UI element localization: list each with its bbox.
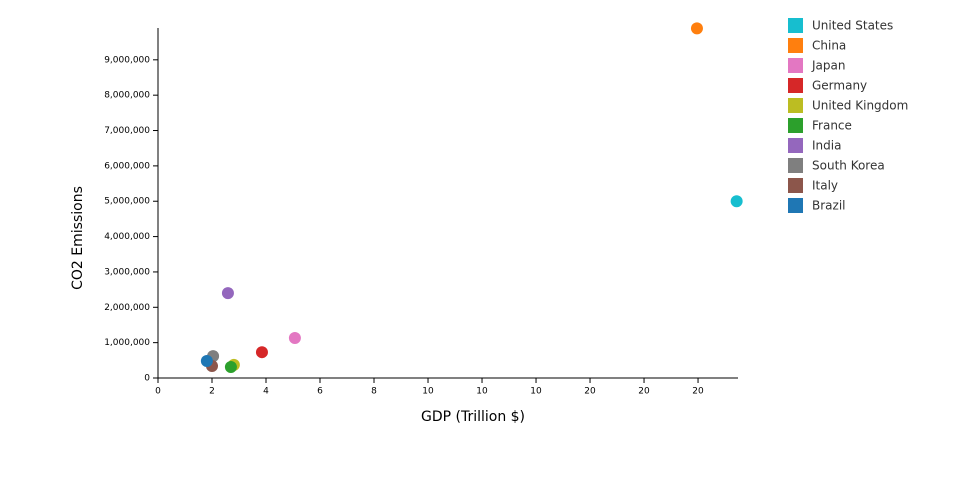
point — [730, 195, 743, 208]
y-tick-label: 0 — [144, 374, 150, 384]
x-tick-label: 4 — [263, 387, 269, 397]
x-tick-label: 10 — [530, 387, 542, 397]
x-tick-label: 0 — [155, 387, 161, 397]
x-tick-label: 20 — [584, 387, 596, 397]
point — [288, 332, 301, 345]
legend-label: South Korea — [812, 159, 885, 173]
legend-swatch — [788, 198, 803, 213]
legend-label: United States — [812, 19, 893, 33]
y-tick-label: 4,000,000 — [104, 232, 150, 242]
point — [255, 346, 268, 359]
legend-swatch — [788, 78, 803, 93]
y-tick-label: 6,000,000 — [104, 161, 150, 171]
legend-label: United Kingdom — [812, 99, 908, 113]
legend-label: India — [812, 139, 841, 153]
x-tick-label: 2 — [209, 387, 215, 397]
legend-label: Japan — [811, 59, 845, 73]
legend-swatch — [788, 138, 803, 153]
y-tick-label: 7,000,000 — [104, 126, 150, 136]
x-axis-label: GDP (Trillion $) — [421, 409, 525, 425]
y-axis-label: CO2 Emissions — [70, 186, 86, 290]
legend-swatch — [788, 98, 803, 113]
legend-label: Italy — [812, 179, 838, 193]
legend-swatch — [788, 18, 803, 33]
legend-swatch — [788, 118, 803, 133]
x-tick-label: 8 — [371, 387, 377, 397]
x-tick-label: 20 — [638, 387, 650, 397]
x-tick-label: 10 — [476, 387, 488, 397]
y-tick-label: 5,000,000 — [104, 197, 150, 207]
legend-label: Brazil — [812, 199, 846, 213]
point — [221, 287, 234, 300]
legend-label: France — [812, 119, 852, 133]
y-tick-label: 2,000,000 — [104, 303, 150, 313]
x-tick-label: 20 — [692, 387, 704, 397]
y-tick-label: 9,000,000 — [104, 55, 150, 65]
point — [200, 355, 213, 368]
y-tick-label: 1,000,000 — [104, 338, 150, 348]
legend-swatch — [788, 38, 803, 53]
legend-swatch — [788, 158, 803, 173]
legend-label: China — [812, 39, 846, 53]
point — [224, 361, 237, 374]
x-tick-label: 10 — [422, 387, 434, 397]
y-tick-label: 8,000,000 — [104, 91, 150, 101]
point — [690, 22, 703, 35]
x-tick-label: 6 — [317, 387, 323, 397]
legend-swatch — [788, 58, 803, 73]
legend-swatch — [788, 178, 803, 193]
y-tick-label: 3,000,000 — [104, 267, 150, 277]
legend-label: Germany — [812, 79, 867, 93]
